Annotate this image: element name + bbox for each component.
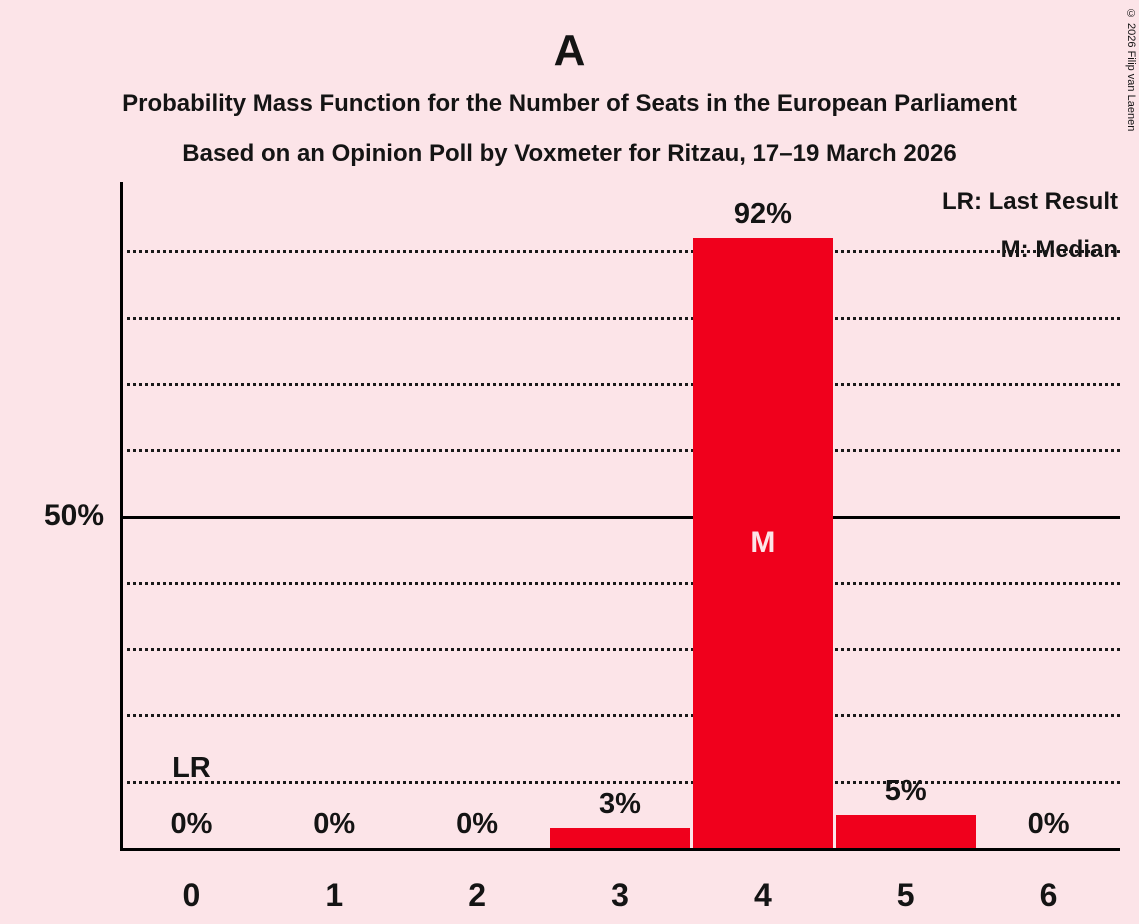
gridline-50-solid <box>120 515 1120 519</box>
chart-title: A <box>553 26 586 75</box>
gridline-dotted <box>120 714 1120 718</box>
y-axis-line <box>120 182 123 848</box>
x-tick-label-6: 6 <box>1039 877 1058 913</box>
x-tick-label-0: 0 <box>182 877 201 913</box>
y-axis-50-label: 50% <box>43 498 104 532</box>
bar-seats-5 <box>835 814 976 848</box>
legend-last-result: LR: Last Result <box>941 188 1118 215</box>
legend-median: M: Median <box>1000 236 1118 263</box>
x-tick-label-1: 1 <box>325 877 344 913</box>
bar-seats-4 <box>692 238 833 848</box>
bar-value-label: 3% <box>599 788 641 821</box>
last-result-marker: LR <box>172 752 211 784</box>
gridline-dotted <box>120 581 1120 585</box>
gridline-dotted <box>120 648 1120 652</box>
gridline-dotted <box>120 449 1120 453</box>
x-axis-line <box>120 848 1120 851</box>
copyright-notice: © 2026 Filip van Laenen <box>1125 8 1137 132</box>
bar-value-label: 0% <box>456 808 499 840</box>
chart-subtitle-1: Probability Mass Function for the Number… <box>122 90 1017 117</box>
x-tick-label-3: 3 <box>611 877 629 913</box>
chart-subtitle-2: Based on an Opinion Poll by Voxmeter for… <box>182 140 957 167</box>
bar-value-label: 0% <box>1027 808 1070 840</box>
gridline-dotted <box>120 316 1120 320</box>
gridline-dotted <box>120 250 1120 254</box>
x-tick-label-2: 2 <box>468 877 487 913</box>
bar-value-label: 5% <box>884 774 927 807</box>
x-tick-label-5: 5 <box>896 877 915 913</box>
x-tick-label-4: 4 <box>753 877 772 913</box>
bar-value-label: 92% <box>733 198 792 231</box>
bar-value-label: 0% <box>170 808 213 840</box>
gridline-dotted <box>120 780 1120 784</box>
bar-value-label: 0% <box>313 808 356 840</box>
median-marker: M <box>750 526 776 560</box>
gridline-dotted <box>120 382 1120 386</box>
bar-seats-3 <box>550 828 690 848</box>
